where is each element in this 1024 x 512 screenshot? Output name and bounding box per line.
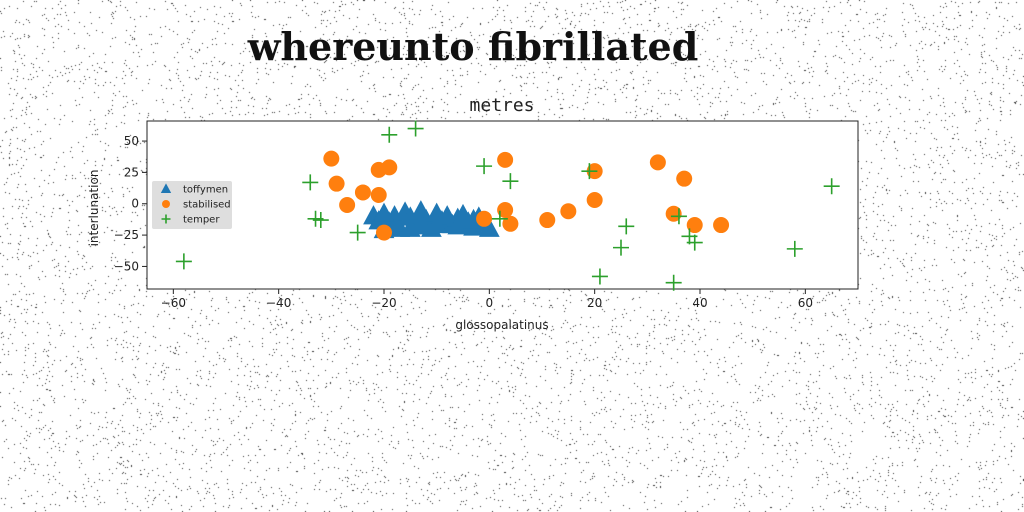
data-point-triangle	[447, 215, 469, 235]
data-point-triangle	[478, 217, 500, 237]
data-point-plus	[665, 274, 682, 291]
data-point-triangle	[373, 202, 395, 222]
x-tick-label: 0	[486, 296, 494, 310]
x-tick-label: 20	[587, 296, 602, 310]
data-point-circle	[649, 154, 666, 171]
data-point-plus	[618, 218, 635, 235]
data-point-circle	[497, 151, 514, 168]
data-point-plus	[686, 234, 703, 251]
legend-label: toffymen	[183, 185, 228, 196]
x-tick-label: −20	[371, 296, 396, 310]
data-point-circle	[586, 191, 603, 208]
data-point-circle	[713, 217, 730, 234]
legend-marker	[161, 214, 171, 224]
data-point-plus	[670, 208, 687, 225]
page-title: whereunto fibrillated	[247, 24, 699, 69]
data-point-circle	[376, 224, 392, 241]
legend-label: stabilised	[183, 200, 231, 211]
data-point-circle	[686, 217, 703, 234]
data-point-plus	[349, 224, 366, 241]
data-point-plus	[786, 240, 803, 257]
legend-marker	[160, 183, 172, 194]
data-point-circle	[370, 186, 387, 203]
data-point-circle	[328, 175, 345, 192]
data-point-plus	[823, 178, 840, 195]
series-stabilised	[323, 150, 730, 241]
x-tick-label: 60	[798, 296, 813, 310]
data-point-circle	[665, 205, 682, 222]
data-point-plus	[591, 268, 608, 285]
data-point-circle	[502, 215, 519, 232]
x-axis: −60 −40 −20 0 20 40 60	[161, 289, 813, 310]
data-point-circle	[497, 202, 514, 219]
y-axis: −50 −25 0 25 50	[114, 134, 147, 273]
data-points	[175, 120, 840, 291]
data-point-plus	[175, 253, 192, 270]
data-point-circle	[476, 210, 493, 227]
data-point-circle	[676, 170, 693, 187]
y-tick-label: 50	[124, 134, 139, 148]
data-point-triangle	[399, 217, 421, 237]
x-tick-label: −60	[161, 296, 186, 310]
data-point-circle	[354, 184, 371, 201]
y-tick-label: 0	[131, 197, 139, 211]
y-tick-label: −25	[114, 228, 139, 242]
data-point-plus	[581, 163, 598, 180]
legend-label: temper	[183, 215, 220, 226]
y-tick-label: −50	[114, 259, 139, 273]
legend: toffymen stabilised temper	[152, 181, 232, 229]
y-axis-label: interlunation	[87, 170, 101, 247]
data-point-triangle	[426, 213, 448, 234]
legend-box	[152, 181, 232, 229]
series-temper	[175, 120, 840, 291]
data-point-plus	[502, 173, 519, 190]
y-tick-label: 25	[124, 165, 139, 179]
data-point-circle	[560, 203, 577, 220]
data-point-circle	[381, 159, 398, 176]
data-point-plus	[407, 120, 424, 137]
x-axis-label: glossopalatinus	[455, 318, 548, 332]
x-tick-label: −40	[266, 296, 291, 310]
data-point-plus	[302, 174, 319, 191]
data-point-plus	[312, 212, 329, 229]
data-point-circle	[539, 212, 556, 229]
data-point-plus	[491, 210, 508, 227]
x-tick-label: 40	[692, 296, 707, 310]
data-point-plus	[613, 239, 629, 256]
data-point-circle	[339, 197, 356, 213]
data-point-plus	[476, 158, 493, 175]
data-point-circle	[323, 150, 340, 167]
data-point-triangle	[410, 212, 432, 232]
chart-title: metres	[469, 95, 534, 116]
legend-marker	[162, 200, 170, 208]
data-point-plus	[381, 126, 398, 143]
